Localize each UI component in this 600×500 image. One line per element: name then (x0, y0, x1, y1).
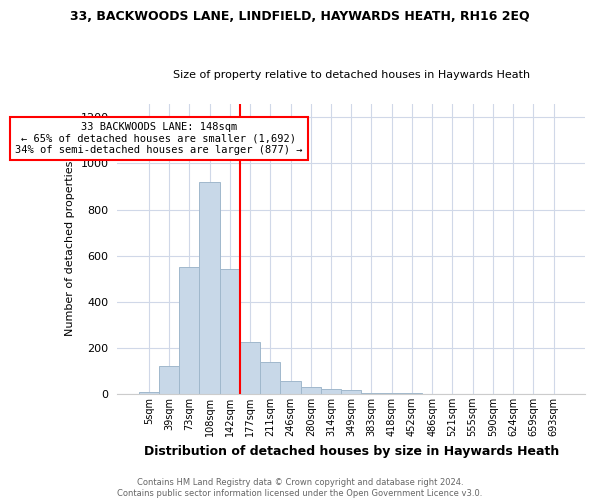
Bar (402, 392, 422, 394)
Y-axis label: Number of detached properties: Number of detached properties (65, 161, 75, 336)
Title: Size of property relative to detached houses in Haywards Heath: Size of property relative to detached ho… (173, 70, 530, 81)
Bar (321, 390, 341, 394)
Bar (301, 387, 321, 394)
Bar (361, 392, 382, 394)
Bar (159, 366, 179, 394)
Bar (280, 381, 301, 394)
Text: 33, BACKWOODS LANE, LINDFIELD, HAYWARDS HEATH, RH16 2EQ: 33, BACKWOODS LANE, LINDFIELD, HAYWARDS … (70, 10, 530, 23)
Bar (260, 362, 280, 394)
Bar (220, 270, 240, 394)
Bar (341, 390, 361, 394)
X-axis label: Distribution of detached houses by size in Haywards Heath: Distribution of detached houses by size … (143, 444, 559, 458)
Bar (240, 342, 260, 394)
Text: 33 BACKWOODS LANE: 148sqm
← 65% of detached houses are smaller (1,692)
34% of se: 33 BACKWOODS LANE: 148sqm ← 65% of detac… (15, 122, 303, 155)
Bar (139, 392, 159, 394)
Bar (382, 392, 402, 394)
Bar (199, 182, 220, 394)
Bar (179, 267, 199, 394)
Text: Contains HM Land Registry data © Crown copyright and database right 2024.
Contai: Contains HM Land Registry data © Crown c… (118, 478, 482, 498)
